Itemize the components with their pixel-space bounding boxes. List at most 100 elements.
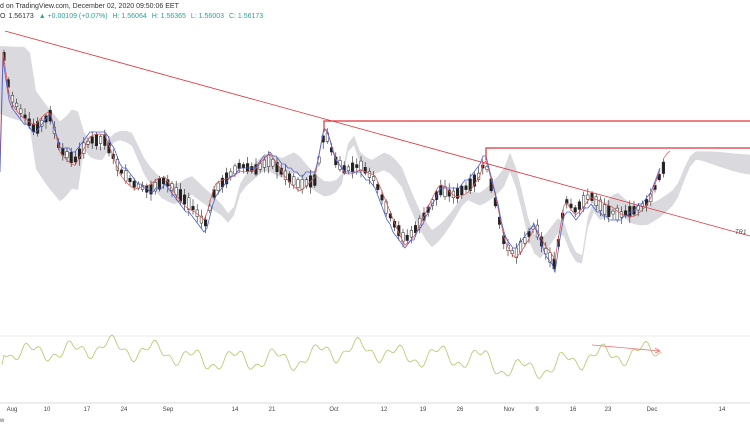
candle-body (439, 185, 443, 196)
projection-arrow (663, 150, 671, 159)
candle-body (569, 203, 573, 209)
low-value: L: 1.56003 (190, 13, 224, 20)
candle-body (258, 163, 262, 170)
candle-body (527, 231, 531, 237)
candle-body (124, 170, 128, 182)
x-tick-label: 12 (381, 407, 388, 413)
candle-body (376, 184, 380, 190)
candle-body (73, 156, 77, 163)
x-tick-label: 14 (719, 407, 726, 413)
candle-body (149, 184, 153, 195)
chart-header: d on TradingView.com, December 02, 2020 … (0, 0, 750, 28)
change-value: ▲ +0.00109 (+0.07%) (38, 13, 108, 20)
x-tick-label: 16 (570, 407, 577, 413)
candle-body (69, 151, 73, 163)
x-tick-label: Dec (647, 407, 658, 413)
candle-body (565, 199, 569, 205)
candle-body (275, 161, 279, 172)
candle-body (191, 205, 195, 211)
candle-body (464, 185, 468, 190)
candle-body (363, 167, 367, 174)
x-tick-label: 10 (44, 407, 51, 413)
open-label: O (0, 13, 6, 20)
candle-body (355, 164, 359, 168)
high-value: H: 1.56365 (151, 13, 186, 20)
candle-body (90, 136, 94, 144)
oscillator-panel (0, 334, 750, 379)
resistance-line-lower (485, 147, 750, 160)
x-tick-label: 21 (269, 407, 276, 413)
x-tick-label: 23 (605, 407, 612, 413)
candle-body (233, 165, 237, 175)
candle-body (472, 174, 476, 187)
resistance-levels (4, 30, 750, 237)
candle-body (199, 215, 203, 224)
candle-body (120, 169, 124, 174)
candle-body (162, 177, 166, 185)
candle-body (531, 225, 535, 230)
candle-body (128, 178, 132, 183)
candle-body (166, 179, 170, 187)
ohlc-readout: O 1.56173 ▲ +0.00109 (+0.07%) H: 1.56064 … (0, 12, 266, 21)
candle-body (19, 108, 23, 114)
divergence-arrow (654, 347, 661, 354)
candle-body (94, 133, 98, 147)
candle-body (292, 176, 296, 186)
oscillator-line (1, 334, 663, 379)
x-tick-label: 26 (457, 407, 464, 413)
candle-body (598, 199, 602, 212)
candle-body (573, 207, 577, 213)
candle-body (548, 252, 552, 263)
candle-body (187, 197, 191, 210)
trendline-label: TR1 (735, 230, 746, 236)
candle-body (246, 163, 250, 172)
candle-body (271, 159, 275, 167)
candle-body (346, 166, 350, 172)
candle-body (372, 176, 376, 182)
candle-body (153, 181, 157, 192)
candle-body (590, 193, 594, 201)
x-tick-label: Sep (163, 407, 174, 413)
candle-body (36, 121, 40, 134)
candle-body (241, 164, 245, 168)
candle-body (451, 190, 455, 199)
candle-body (359, 160, 363, 172)
candle-body (468, 178, 472, 191)
candle-body (103, 134, 107, 146)
candle-body (300, 179, 304, 190)
open2-value: H: 1.56064 (112, 13, 147, 20)
candle-body (460, 185, 464, 196)
x-tick-label: Aug (7, 407, 18, 413)
candle-body (393, 220, 397, 228)
resistance-line-upper (323, 120, 750, 132)
x-tick-label: Nov (504, 407, 515, 413)
corner-label: w (0, 418, 5, 424)
kijun-line (0, 59, 661, 274)
candle-body (99, 136, 103, 144)
candle-body (443, 186, 447, 198)
candle-body (447, 189, 451, 197)
x-tick-label: 17 (84, 407, 91, 413)
candle-body (367, 170, 371, 178)
candle-body (523, 237, 527, 244)
candle-body (477, 172, 481, 180)
close-value: C: 1.56173 (228, 13, 264, 20)
open-value: 1.56173 (8, 13, 34, 20)
indicator-lines (0, 51, 661, 274)
candle-body (10, 95, 14, 103)
candle-body (380, 194, 384, 201)
x-axis: Aug 10 17 24 Sep 14 21 Oct 12 19 26 Nov 9 16 23 Dec 14 (0, 402, 750, 413)
x-tick-label: 19 (420, 407, 427, 413)
divergence-line (591, 344, 661, 352)
candle-body (216, 182, 220, 191)
candle-body (279, 167, 283, 175)
candle-body (661, 161, 665, 174)
x-tick-label: 9 (535, 407, 539, 413)
candle-body (405, 234, 409, 241)
candle-body (586, 194, 590, 200)
candle-body (183, 194, 187, 205)
candle-body (15, 102, 19, 108)
candle-body (132, 180, 136, 188)
candle-body (267, 154, 271, 167)
